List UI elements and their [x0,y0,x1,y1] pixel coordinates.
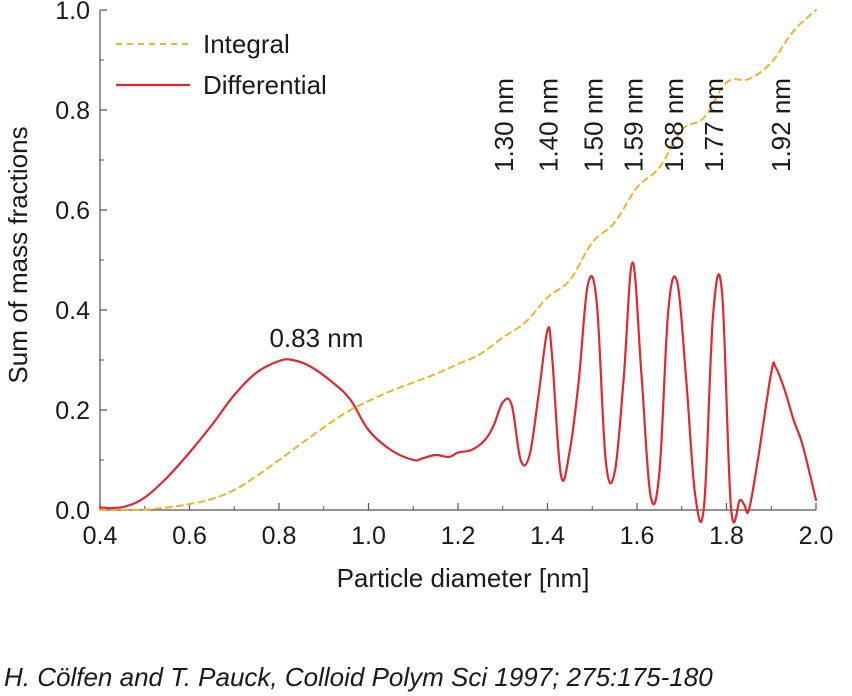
peak-label: 1.77 nm [699,78,729,172]
peak-label: 1.92 nm [766,78,796,172]
y-tick-label: 0.4 [55,297,90,325]
x-tick-label: 1.8 [709,522,744,550]
y-tick-label: 0.2 [55,397,90,425]
peak-label: 1.68 nm [659,78,689,172]
x-tick-label: 2.0 [799,522,834,550]
y-tick-label: 0.8 [55,97,90,125]
legend-label-integral: Integral [203,29,290,59]
x-axis-title: Particle diameter [nm] [337,563,590,593]
x-tick-label: 0.8 [262,522,297,550]
mass-fraction-chart: 0.0 0.2 0.4 0.6 0.8 1.0 0.4 0.6 0.8 1.0 1.2 1.4 1.6 1… [3,0,834,593]
peak-label: 1.30 nm [489,78,519,172]
y-tick-label: 0.0 [55,497,90,525]
peak-label: 0.83 nm [269,323,363,353]
y-axis-title: Sum of mass fractions [3,126,33,383]
x-tick-label: 0.6 [172,522,207,550]
series-line-integral [99,9,817,512]
y-tick-label: 0.6 [55,197,90,225]
peak-label: 1.50 nm [578,78,608,172]
x-tick-label: 1.2 [441,522,476,550]
series-line-differential [98,261,818,524]
y-tick-label: 1.0 [55,0,90,25]
peak-label: 1.59 nm [619,78,649,172]
peak-label: 1.40 nm [534,78,564,172]
x-tick-label: 1.6 [620,522,655,550]
x-tick-label: 1.4 [530,522,565,550]
x-tick-label: 1.0 [351,522,386,550]
citation-text: H. Cölfen and T. Pauck, Colloid Polym Sc… [4,662,713,692]
x-tick-label: 0.4 [83,522,118,550]
legend-label-differential: Differential [203,70,327,100]
